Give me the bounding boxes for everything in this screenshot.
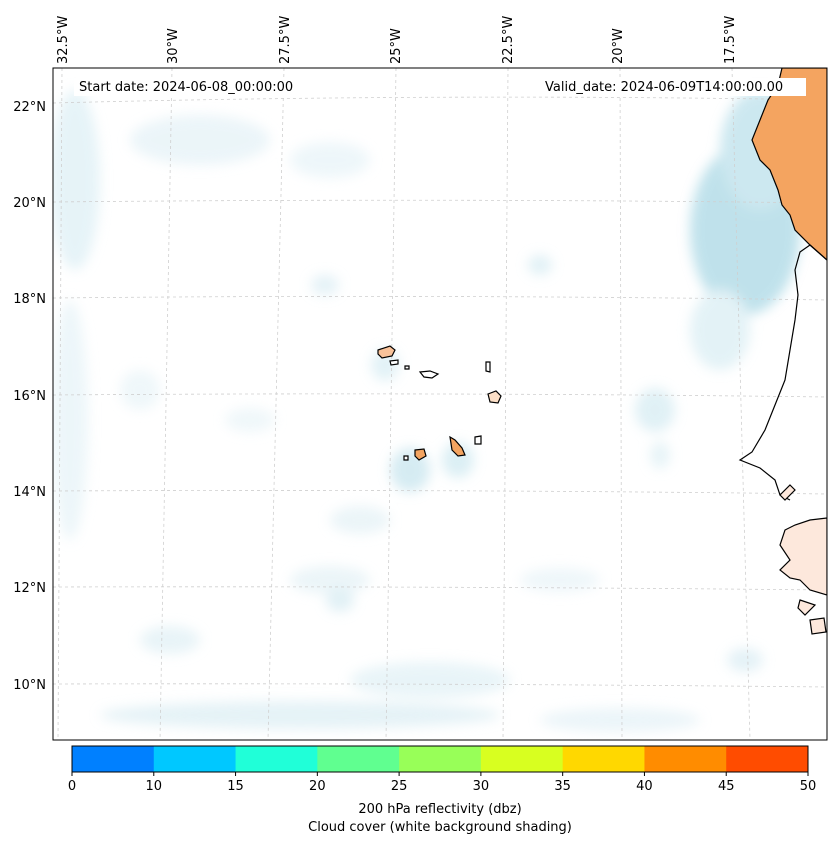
senegal-coast	[738, 244, 827, 501]
lat-label: 20°N	[13, 196, 46, 211]
cloud-patch	[130, 115, 270, 165]
cloud-patch	[120, 370, 160, 410]
cloud-patch	[225, 408, 275, 432]
colorbar-segment	[153, 746, 237, 772]
island-sal	[485, 361, 491, 373]
lon-label: 17.5°W	[723, 16, 738, 64]
colorbar-label: 200 hPa reflectivity (dbz)	[358, 802, 521, 817]
parallel-20N	[53, 199, 827, 204]
cloud-patch	[100, 701, 500, 729]
parallel-18N	[53, 296, 827, 301]
colorbar-tick-label: 25	[391, 779, 408, 794]
colorbar-tick-label: 10	[146, 779, 163, 794]
colorbar-segment	[726, 746, 809, 772]
meridian-17.5W	[731, 68, 751, 740]
cloud-cover-layer	[53, 90, 800, 732]
meridian-32.5W	[57, 68, 63, 740]
colorbar-tick-label: 15	[227, 779, 244, 794]
island-sao-vicente	[389, 359, 399, 366]
colorbar-segments	[72, 746, 809, 772]
island-maio	[474, 435, 482, 445]
africa-mainland	[738, 68, 827, 635]
island-boa-vista	[487, 390, 502, 404]
parallel-22N	[53, 96, 827, 104]
meridian-27.5W	[267, 68, 285, 740]
colorbar: 0 10 15 20 25 30 35 40 45 50 200 hPa reflectivity…	[68, 745, 816, 835]
cloud-patch	[442, 442, 474, 478]
meridian-30W	[159, 68, 173, 740]
cloud-patch	[290, 566, 370, 594]
graticule	[53, 68, 827, 740]
cloud-patch	[350, 662, 510, 698]
lon-label: 22.5°W	[501, 16, 516, 64]
parallel-16N	[53, 393, 827, 398]
latitude-labels: 22°N 20°N 18°N 16°N 14°N 12°N 10°N	[13, 100, 46, 693]
parallel-10N	[53, 683, 827, 688]
lon-label: 20°W	[611, 28, 626, 64]
colorbar-segment	[480, 746, 564, 772]
parallel-14N	[53, 490, 827, 495]
colorbar-tick-label: 20	[309, 779, 326, 794]
island-santiago	[449, 435, 466, 457]
cloud-patch	[140, 626, 200, 654]
cloud-patch	[53, 90, 100, 270]
lon-label: 30°W	[166, 28, 181, 64]
colorbar-tick-label: 35	[554, 779, 571, 794]
lat-label: 16°N	[13, 389, 46, 404]
cloud-patch	[690, 290, 750, 370]
island-sao-nicolau	[418, 370, 440, 379]
meridian-25W	[385, 68, 397, 740]
colorbar-segment	[562, 746, 645, 772]
longitude-labels: 32.5°W 30°W 27.5°W 25°W 22.5°W 20°W 17.5…	[56, 16, 738, 64]
lat-label: 12°N	[13, 581, 46, 596]
meridian-20W	[619, 68, 623, 740]
colorbar-segment	[399, 746, 482, 772]
colorbar-ticks: 0 10 15 20 25 30 35 40 45 50	[68, 772, 816, 794]
colorbar-tick-label: 30	[473, 779, 490, 794]
cape-verde-islands	[377, 345, 502, 461]
lat-label: 14°N	[13, 485, 46, 500]
map-frame	[52, 67, 828, 741]
cloud-patch	[53, 300, 88, 540]
colorbar-segment	[72, 746, 155, 772]
colorbar-tick-label: 40	[636, 779, 653, 794]
parallel-12N	[53, 586, 827, 591]
colorbar-sublabel: Cloud cover (white background shading)	[308, 820, 572, 835]
island-brava	[403, 455, 409, 461]
colorbar-segment	[317, 746, 400, 772]
colorbar-tick-label: 50	[800, 779, 817, 794]
cloud-patch	[326, 588, 354, 612]
lat-label: 18°N	[13, 292, 46, 307]
cloud-patch	[635, 388, 675, 432]
cloud-patch	[528, 255, 552, 275]
start-date-box	[74, 78, 314, 96]
valid-date-box	[540, 78, 806, 96]
lon-label: 25°W	[389, 28, 404, 64]
cloud-patch	[290, 142, 370, 178]
lon-label: 32.5°W	[56, 16, 71, 64]
colorbar-segment	[235, 746, 318, 772]
lat-label: 22°N	[13, 100, 46, 115]
island-santo-antao	[377, 345, 396, 359]
lat-label: 10°N	[13, 678, 46, 693]
guinea-land	[779, 517, 827, 596]
cloud-patch	[650, 441, 670, 469]
cloud-patch	[330, 506, 390, 534]
valid-date-label: Valid_date: 2024-06-09T14:00:00.00	[545, 80, 783, 95]
start-date-label: Start date: 2024-06-08_00:00:00	[79, 80, 293, 95]
meridian-22.5W	[502, 68, 509, 740]
guinea-islands	[779, 484, 827, 635]
island-fogo	[414, 448, 427, 461]
colorbar-border	[71, 745, 809, 773]
cloud-patch	[727, 648, 763, 672]
colorbar-tick-label: 0	[68, 779, 76, 794]
cloud-patch	[540, 708, 700, 732]
cloud-patch	[520, 568, 600, 592]
colorbar-segment	[644, 746, 727, 772]
lon-label: 27.5°W	[278, 16, 293, 64]
island-santa-luzia	[404, 365, 410, 370]
cloud-patch	[311, 275, 339, 295]
colorbar-tick-label: 45	[718, 779, 735, 794]
